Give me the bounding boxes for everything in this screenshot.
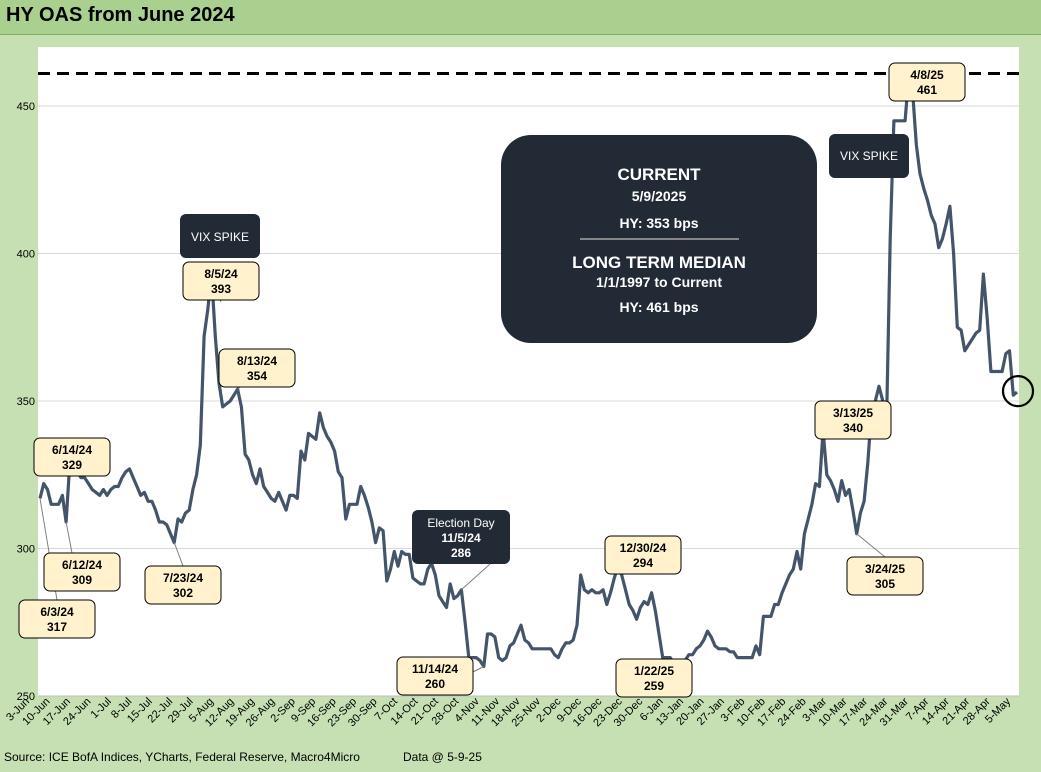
callout-date: 1/22/25 xyxy=(634,664,674,678)
y-tick-label: 250 xyxy=(17,691,35,703)
data-date-note: Data @ 5-9-25 xyxy=(403,750,482,764)
callout-date: 7/23/24 xyxy=(163,571,203,585)
info-median-hy: HY: 461 bps xyxy=(619,299,698,315)
callout-box xyxy=(144,565,222,605)
callout-box xyxy=(846,556,924,596)
callout-value: 461 xyxy=(917,83,937,97)
info-current-title: CURRENT xyxy=(617,165,701,184)
source-note: Source: ICE BofA Indices, YCharts, Feder… xyxy=(4,750,360,764)
callout-value: 302 xyxy=(173,586,193,600)
vix-spike-label-2: VIX SPIKE xyxy=(840,149,898,163)
callout-box xyxy=(888,62,966,102)
current-value-circle xyxy=(1001,375,1035,408)
title-bar: HY OAS from June 2024 xyxy=(0,0,1041,35)
callout-box xyxy=(814,400,892,440)
callout-date: 3/13/25 xyxy=(833,406,873,420)
election-leader-line xyxy=(461,563,491,591)
callout-date: 8/5/24 xyxy=(204,267,238,281)
callout-date: 6/12/24 xyxy=(62,558,102,572)
info-current-hy: HY: 353 bps xyxy=(619,215,698,231)
callout-value: 294 xyxy=(633,556,653,570)
callout-leader-line xyxy=(173,542,184,567)
callout-value: 354 xyxy=(247,369,267,383)
y-tick-label: 400 xyxy=(17,249,35,261)
election-day-label: Election Day xyxy=(427,516,494,530)
vix-spike-box-1 xyxy=(180,214,260,258)
callout-value: 259 xyxy=(644,679,664,693)
election-day-label: 286 xyxy=(451,546,471,560)
callout-box xyxy=(615,658,693,698)
callout-leader-line xyxy=(65,521,73,554)
callout-box xyxy=(396,656,474,696)
info-median-range: 1/1/1997 to Current xyxy=(596,274,722,290)
vix-spike-box-2 xyxy=(829,134,909,178)
callout-date: 6/14/24 xyxy=(52,443,92,457)
callout-value: 393 xyxy=(211,282,231,296)
callout-date: 4/8/25 xyxy=(910,68,944,82)
callout-box xyxy=(18,599,96,639)
y-tick-label: 350 xyxy=(17,396,35,408)
callout-box xyxy=(182,261,260,301)
info-current-date: 5/9/2025 xyxy=(632,188,687,204)
callout-value: 305 xyxy=(875,577,895,591)
callout-box xyxy=(33,437,111,477)
election-day-box xyxy=(412,510,510,564)
callout-date: 6/3/24 xyxy=(40,605,74,619)
callout-box xyxy=(218,348,296,388)
callout-leader-line xyxy=(856,533,886,558)
callout-value: 329 xyxy=(62,458,82,472)
chart-title: HY OAS from June 2024 xyxy=(6,4,235,26)
x-tick-label: 1-Jul xyxy=(89,696,114,721)
election-day-label: 11/5/24 xyxy=(441,531,481,545)
callout-date: 11/14/24 xyxy=(412,662,458,676)
callout-box xyxy=(604,535,682,575)
callout-date: 12/30/24 xyxy=(620,541,667,555)
callout-value: 340 xyxy=(843,421,863,435)
callout-value: 260 xyxy=(425,677,445,691)
callout-date: 8/13/24 xyxy=(237,354,277,368)
callout-date: 3/24/25 xyxy=(865,562,905,576)
callout-value: 317 xyxy=(47,620,67,634)
callout-value: 309 xyxy=(72,573,92,587)
info-median-title: LONG TERM MEDIAN xyxy=(572,253,746,272)
y-tick-label: 450 xyxy=(17,101,35,113)
y-tick-label: 300 xyxy=(17,544,35,556)
hy-oas-series-line xyxy=(38,71,1019,672)
callout-box xyxy=(43,552,121,592)
vix-spike-label-1: VIX SPIKE xyxy=(191,230,249,244)
